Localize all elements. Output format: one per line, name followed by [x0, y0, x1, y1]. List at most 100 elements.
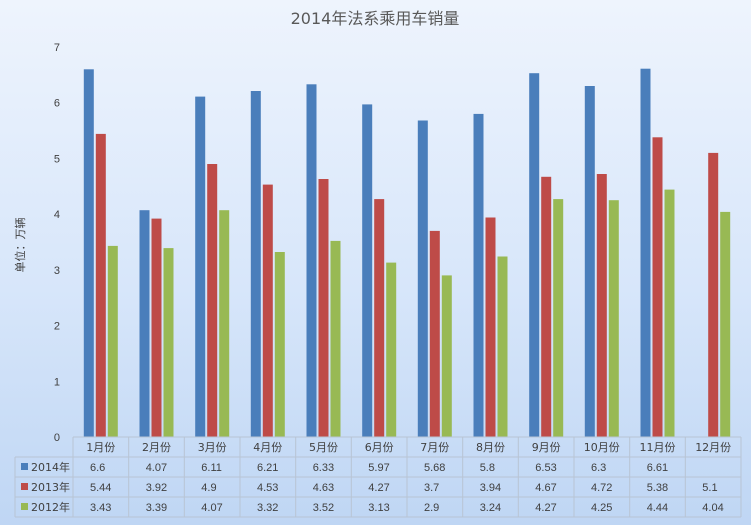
table-cell-value: 3.43 — [90, 502, 111, 514]
bar — [330, 240, 341, 437]
y-tick-label: 3 — [54, 265, 60, 277]
bar — [107, 245, 118, 437]
bar — [417, 120, 428, 437]
table-cell-value: 4.44 — [647, 502, 668, 514]
table-cell-value: 4.07 — [201, 502, 222, 514]
table-cell-value: 5.44 — [90, 482, 111, 494]
table-cell-value: 3.32 — [257, 502, 278, 514]
bar — [529, 73, 540, 437]
data-table: 1月份 2月份 3月份 4月份 5月份 6月份 7月份 8月份 9月份 10月份 11月份 12月份 2… — [14, 436, 742, 518]
table-cell-value: 3.92 — [146, 482, 167, 494]
y-tick-label: 5 — [54, 153, 60, 165]
y-tick-label: 0 — [54, 432, 60, 444]
table-cell-value: 5.8 — [480, 462, 495, 474]
bar — [83, 69, 94, 438]
bar — [151, 218, 162, 437]
category-label: 1月份 — [86, 441, 115, 454]
bar — [274, 252, 285, 437]
bar — [584, 86, 595, 437]
table-cell-value: 6.21 — [257, 462, 278, 474]
bar — [497, 256, 508, 437]
bar — [250, 91, 261, 437]
legend-label: 2014年 — [31, 460, 70, 474]
category-label: 5月份 — [309, 441, 338, 454]
bar — [596, 174, 607, 437]
table-cell-value: 5.38 — [647, 482, 668, 494]
table-cell-value: 4.53 — [257, 482, 278, 494]
bar — [485, 217, 496, 437]
bar — [195, 96, 206, 437]
table-cell-value: 3.7 — [424, 482, 439, 494]
y-tick-label: 7 — [54, 42, 60, 54]
table-cell-value: 6.11 — [201, 462, 222, 474]
chart-title: 2014年法系乘用车销量 — [291, 9, 460, 28]
y-tick-label: 2 — [54, 321, 60, 333]
table-cell-value: 4.27 — [368, 482, 389, 494]
bar — [318, 179, 329, 437]
table-cell-value: 6.6 — [90, 462, 105, 474]
bar — [95, 133, 106, 437]
bar — [262, 184, 273, 437]
table-cell-value: 6.33 — [313, 462, 334, 474]
category-label: 8月份 — [476, 441, 505, 454]
table-cell-value: 6.61 — [647, 462, 668, 474]
category-label: 12月份 — [695, 441, 731, 454]
table-cell-value: 3.39 — [146, 502, 167, 514]
table-cell-value: 2.9 — [424, 502, 439, 514]
bar — [608, 200, 619, 437]
bar — [219, 210, 230, 437]
table-cell-value: 3.24 — [480, 502, 501, 514]
category-label: 9月份 — [532, 441, 561, 454]
category-label: 3月份 — [198, 441, 227, 454]
y-axis-ticks: 0 1 2 3 4 5 6 7 — [54, 42, 60, 444]
legend-label: 2012年 — [31, 500, 70, 514]
table-cell-value: 4.63 — [313, 482, 334, 494]
table-cell-value: 4.04 — [702, 502, 723, 514]
table-cell-value: 5.68 — [424, 462, 445, 474]
bar — [720, 211, 731, 437]
category-label: 10月份 — [584, 441, 620, 454]
legend-swatch — [21, 483, 28, 490]
table-cell-value: 4.9 — [201, 482, 216, 494]
table-cell-value: 3.94 — [480, 482, 501, 494]
table-cell-value: 4.72 — [591, 482, 612, 494]
y-tick-label: 6 — [54, 98, 60, 110]
category-label: 4月份 — [253, 441, 282, 454]
table-cell-value: 4.67 — [535, 482, 556, 494]
bar — [306, 84, 317, 438]
bar — [163, 248, 174, 437]
bars-group — [83, 68, 731, 438]
y-axis-label: 单位：万辆 — [13, 218, 27, 273]
category-label: 11月份 — [640, 441, 676, 454]
bar — [362, 104, 373, 438]
bar — [374, 199, 385, 437]
category-label: 7月份 — [420, 441, 449, 454]
table-cell-value: 3.52 — [313, 502, 334, 514]
table-cell-value: 4.07 — [146, 462, 167, 474]
bar — [708, 152, 719, 437]
bar — [541, 176, 552, 438]
legend-swatch — [21, 463, 28, 470]
bar — [207, 164, 218, 437]
table-cell-value: 5.97 — [368, 462, 389, 474]
bar — [473, 113, 484, 438]
y-tick-label: 1 — [54, 376, 60, 388]
table-cell-value: 5.1 — [702, 482, 717, 494]
bar — [553, 199, 564, 437]
legend-label: 2013年 — [31, 480, 70, 494]
table-cell-value: 6.3 — [591, 462, 606, 474]
bar — [441, 275, 452, 437]
bar — [640, 68, 651, 437]
table-cell-value: 6.53 — [535, 462, 556, 474]
table-cell-value: 4.25 — [591, 502, 612, 514]
table-cell-value: 4.27 — [535, 502, 556, 514]
legend-swatch — [21, 503, 28, 510]
bar — [652, 137, 663, 438]
bar — [429, 230, 440, 437]
bar — [386, 262, 397, 437]
category-label: 6月份 — [365, 441, 394, 454]
category-label: 2月份 — [142, 441, 171, 454]
bar — [139, 210, 150, 437]
